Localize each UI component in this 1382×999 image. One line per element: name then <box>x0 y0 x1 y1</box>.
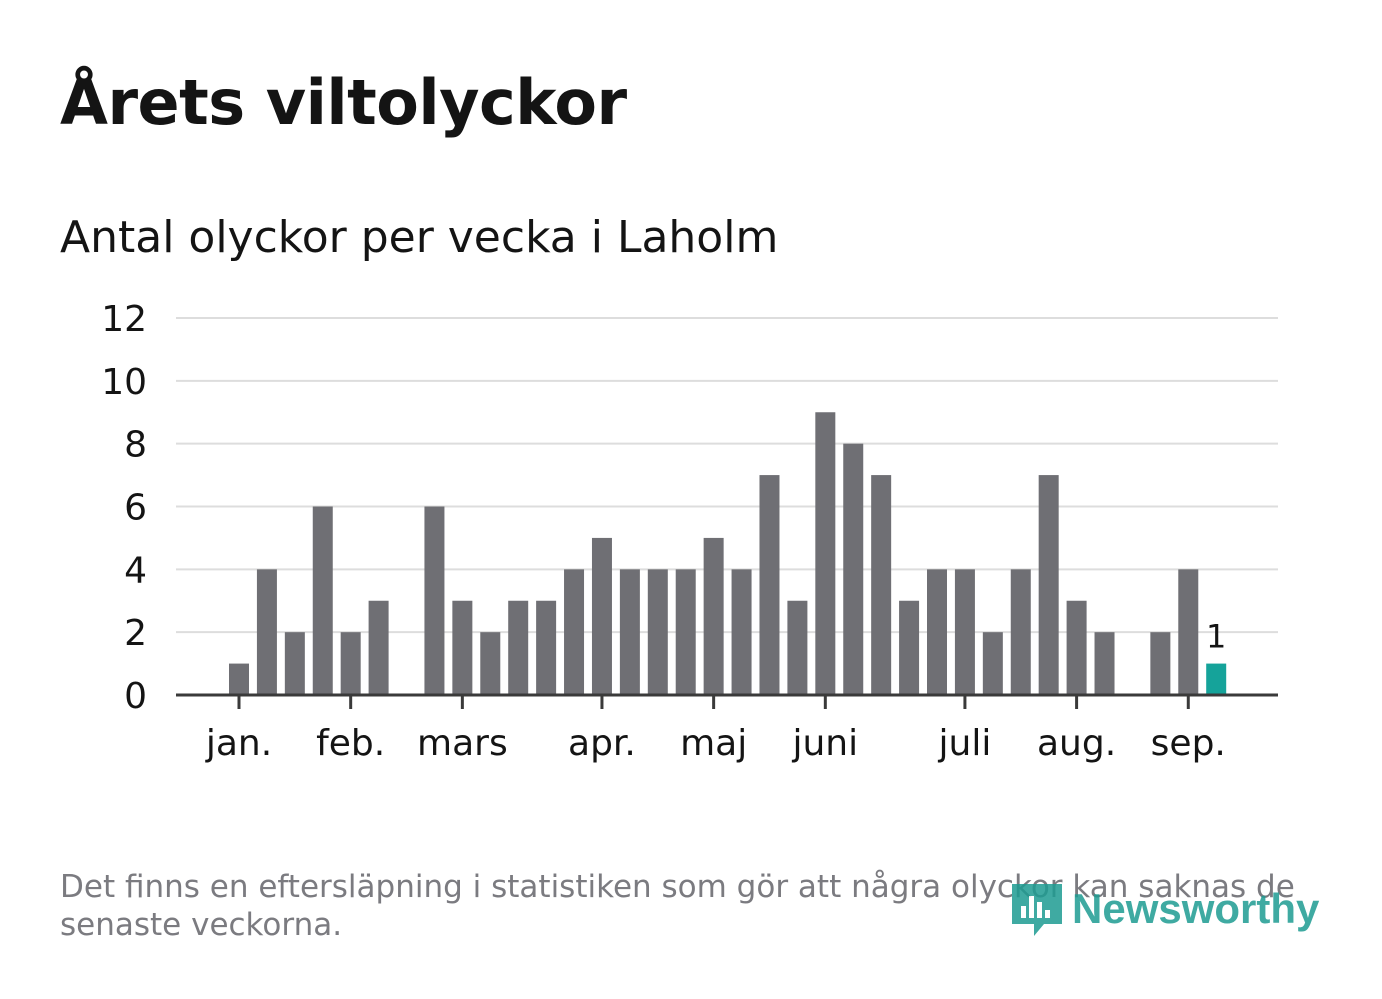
bar <box>843 443 864 695</box>
x-tick-label: maj <box>680 723 747 764</box>
data-labels: 1 <box>1206 618 1226 656</box>
x-tick-label: juli <box>938 723 992 764</box>
bar <box>954 569 975 695</box>
y-tick-label: 2 <box>124 613 147 654</box>
bar <box>1038 475 1059 695</box>
gridlines <box>176 317 1278 634</box>
highlight-data-label: 1 <box>1206 618 1226 656</box>
bar <box>927 569 947 695</box>
bar <box>1010 569 1031 695</box>
x-tick-label: juni <box>791 723 858 764</box>
y-tick-label: 10 <box>101 362 147 403</box>
y-tick-label: 8 <box>124 425 147 466</box>
bar <box>591 537 612 695</box>
bar <box>619 569 640 695</box>
newsworthy-logo: Newsworthy <box>1010 878 1319 940</box>
chart-subtitle: Antal olyckor per vecka i Laholm <box>60 212 779 263</box>
bar <box>564 569 585 695</box>
bar <box>508 600 529 695</box>
highlight-bar <box>1206 663 1227 695</box>
bar <box>452 600 473 695</box>
bar <box>480 632 501 695</box>
bar <box>256 569 277 695</box>
footnote: Det finns en eftersläpning i statistiken… <box>60 869 1295 943</box>
x-tick-label: aug. <box>1037 723 1116 764</box>
bar <box>368 600 389 695</box>
bar <box>647 569 668 695</box>
bar <box>284 632 305 695</box>
bar <box>536 600 557 695</box>
bar <box>312 506 333 695</box>
bar <box>871 475 892 695</box>
x-tick-label: sep. <box>1151 723 1226 764</box>
bar <box>703 537 724 695</box>
bar <box>424 506 445 695</box>
y-tick-label: 4 <box>124 550 147 591</box>
bar <box>229 663 249 695</box>
y-tick-label: 6 <box>124 488 147 529</box>
x-tick-label: mars <box>417 723 508 764</box>
chart-title: Årets viltolyckor <box>60 66 627 139</box>
y-tick-label: 0 <box>124 676 147 717</box>
bar <box>787 600 808 695</box>
bar <box>675 569 696 695</box>
bar <box>1150 632 1171 695</box>
x-axis-labels: jan. feb. mars apr. maj juni juli aug. sep. <box>205 695 1226 764</box>
bar <box>1178 569 1199 695</box>
bar <box>899 600 920 695</box>
y-axis-labels: 0 2 4 6 8 10 12 <box>101 299 147 717</box>
bars <box>229 412 1227 695</box>
y-tick-label: 12 <box>101 299 147 340</box>
logo-text: Newsworthy <box>1072 885 1320 932</box>
bar <box>982 632 1003 695</box>
x-tick-label: jan. <box>205 723 272 764</box>
newsworthy-logo-icon <box>1012 884 1062 936</box>
bar <box>340 632 361 695</box>
x-tick-label: feb. <box>316 723 385 764</box>
bar <box>1066 600 1087 695</box>
bar <box>759 475 780 695</box>
bar <box>815 412 836 695</box>
bar <box>731 569 752 695</box>
x-tick-label: apr. <box>568 723 636 764</box>
bar <box>1094 632 1115 695</box>
